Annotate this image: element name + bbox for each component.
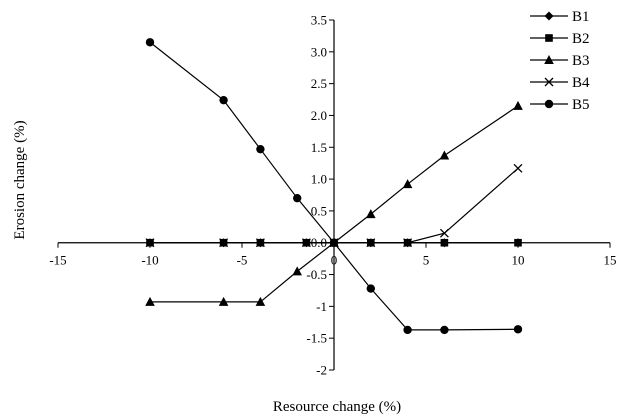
y-tick-label: 1.5 bbox=[311, 140, 327, 155]
x-tick-label: 15 bbox=[604, 253, 617, 268]
data-point-b5 bbox=[329, 238, 339, 247]
legend-marker bbox=[545, 34, 553, 42]
y-tick-label: 1.0 bbox=[311, 172, 327, 187]
y-tick-label: 2.5 bbox=[311, 76, 327, 91]
data-point-b5 bbox=[440, 325, 449, 335]
data-point-b5 bbox=[219, 95, 228, 105]
data-point-b4 bbox=[403, 238, 413, 248]
legend-entry-b1: B1 bbox=[530, 9, 590, 25]
axes: -15 -10 -5 0 5 10 153.53.02.52.01.51.00.50.0-0… bbox=[49, 13, 616, 378]
y-tick-label: -0.5 bbox=[306, 267, 327, 282]
legend-label: B2 bbox=[572, 31, 590, 47]
x-tick-label: 10 bbox=[512, 253, 525, 268]
legend-entry-b4: B4 bbox=[530, 75, 590, 91]
data-point-b4 bbox=[366, 238, 376, 248]
legend-marker bbox=[544, 99, 554, 109]
y-axis-title: Erosion change (%) bbox=[12, 120, 28, 239]
data-point-b3 bbox=[218, 296, 229, 306]
x-tick-label: -15 bbox=[49, 253, 66, 268]
y-tick-label: -1 bbox=[316, 299, 327, 314]
series-layer bbox=[145, 38, 523, 335]
legend-marker bbox=[544, 11, 554, 21]
data-point-b5 bbox=[366, 284, 375, 293]
data-point-b4 bbox=[145, 238, 155, 248]
legend-label: B5 bbox=[572, 97, 590, 113]
data-point-b3 bbox=[255, 296, 266, 306]
y-tick-label: 3.5 bbox=[311, 13, 327, 28]
x-tick-label: -5 bbox=[237, 253, 248, 268]
data-point-b4 bbox=[513, 163, 523, 173]
y-tick-label: 2.0 bbox=[311, 108, 327, 123]
x-tick-label: -10 bbox=[141, 253, 158, 268]
data-point-b3 bbox=[513, 100, 523, 110]
data-point-b4 bbox=[439, 228, 449, 238]
data-point-b2 bbox=[440, 238, 449, 247]
x-tick-label: 0 bbox=[331, 253, 338, 268]
x-axis-title: Resource change (%) bbox=[273, 399, 401, 415]
y-tick-label: -1.5 bbox=[306, 331, 327, 346]
y-tick-label: 0.5 bbox=[311, 203, 327, 218]
data-point-b5 bbox=[256, 144, 265, 154]
data-point-b3 bbox=[145, 296, 155, 306]
legend-entry-b3: B3 bbox=[530, 53, 590, 69]
data-point-b4 bbox=[301, 238, 311, 248]
legend-label: B1 bbox=[572, 9, 590, 25]
legend-entry-b5: B5 bbox=[530, 97, 590, 113]
legend-label: B3 bbox=[572, 53, 590, 69]
legend: B1 B2 B3 B4 B5 bbox=[530, 9, 590, 113]
data-point-b5 bbox=[513, 325, 523, 334]
y-tick-label: -2 bbox=[316, 363, 327, 378]
data-point-b5 bbox=[145, 38, 155, 47]
legend-entry-b2: B2 bbox=[530, 31, 590, 47]
data-point-b3 bbox=[292, 266, 302, 276]
y-tick-label: 3.0 bbox=[311, 44, 327, 59]
data-point-b3 bbox=[439, 150, 450, 160]
data-point-b4 bbox=[219, 238, 229, 248]
data-point-b2 bbox=[514, 238, 522, 247]
data-point-b4 bbox=[255, 238, 265, 248]
data-point-b5 bbox=[293, 193, 302, 203]
legend-label: B4 bbox=[572, 75, 590, 91]
series-b5 bbox=[145, 38, 523, 335]
data-point-b5 bbox=[403, 325, 412, 335]
data-point-b3 bbox=[402, 179, 413, 189]
data-point-b3 bbox=[366, 209, 376, 219]
legend-marker bbox=[544, 77, 554, 87]
legend-marker bbox=[544, 55, 554, 64]
x-tick-label: 5 bbox=[423, 253, 430, 268]
